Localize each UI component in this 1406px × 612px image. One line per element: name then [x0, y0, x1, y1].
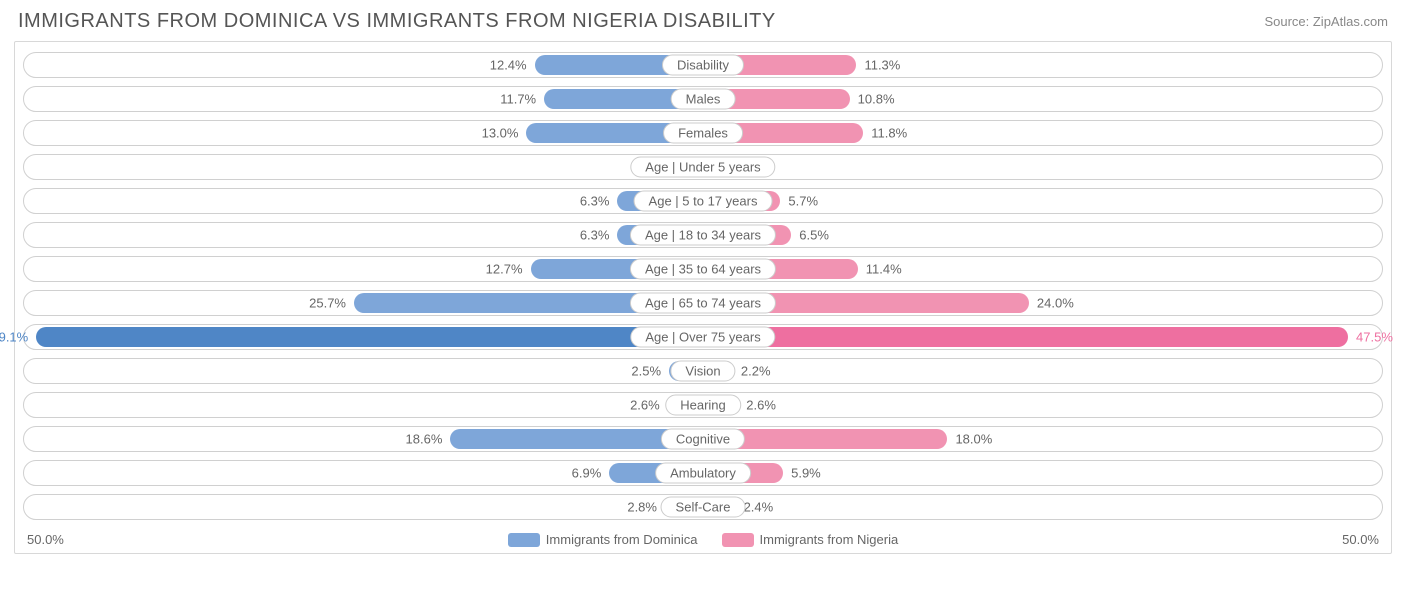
bar-row: 18.6% 18.0% Cognitive [23, 426, 1383, 452]
value-left: 12.4% [490, 58, 527, 73]
legend-item-left: Immigrants from Dominica [508, 532, 698, 547]
bar-row: 12.7% 11.4% Age | 35 to 64 years [23, 256, 1383, 282]
legend: Immigrants from Dominica Immigrants from… [508, 532, 898, 547]
legend-label-left: Immigrants from Dominica [546, 532, 698, 547]
value-left: 2.5% [631, 364, 661, 379]
bar-row: 6.3% 6.5% Age | 18 to 34 years [23, 222, 1383, 248]
bar-row: 6.9% 5.9% Ambulatory [23, 460, 1383, 486]
value-left: 18.6% [406, 432, 443, 447]
category-label: Age | 35 to 64 years [630, 259, 776, 280]
value-right: 2.2% [741, 364, 771, 379]
bar-left [36, 327, 703, 347]
bar-row: 2.5% 2.2% Vision [23, 358, 1383, 384]
rows-container: 12.4% 11.3% Disability 11.7% 10.8% Males 13.0%… [17, 52, 1389, 520]
bar-row: 2.6% 2.6% Hearing [23, 392, 1383, 418]
value-right: 11.8% [871, 126, 907, 141]
category-label: Self-Care [661, 497, 746, 518]
value-right: 5.7% [788, 194, 818, 209]
value-right: 11.3% [864, 58, 900, 73]
bar-row: 25.7% 24.0% Age | 65 to 74 years [23, 290, 1383, 316]
value-right: 2.4% [744, 500, 774, 515]
bar-row: 13.0% 11.8% Females [23, 120, 1383, 146]
bar-row: 1.4%1.2%Age | Under 5 years [23, 154, 1383, 180]
category-label: Vision [670, 361, 735, 382]
value-right: 11.4% [866, 262, 902, 277]
axis-left-label: 50.0% [27, 532, 64, 547]
bar-row: 12.4% 11.3% Disability [23, 52, 1383, 78]
header: IMMIGRANTS FROM DOMINICA VS IMMIGRANTS F… [0, 0, 1406, 41]
bar-row: 6.3% 5.7% Age | 5 to 17 years [23, 188, 1383, 214]
value-left: 6.3% [580, 194, 610, 209]
value-left: 25.7% [309, 296, 346, 311]
category-label: Age | 5 to 17 years [634, 191, 773, 212]
bar-row: 49.1%47.5%Age | Over 75 years [23, 324, 1383, 350]
source-label: Source: ZipAtlas.com [1264, 14, 1388, 29]
value-left: 6.9% [572, 466, 602, 481]
value-right: 10.8% [858, 92, 895, 107]
bar-right [703, 327, 1348, 347]
category-label: Age | 18 to 34 years [630, 225, 776, 246]
category-label: Ambulatory [655, 463, 751, 484]
value-right: 5.9% [791, 466, 821, 481]
category-label: Hearing [665, 395, 741, 416]
legend-label-right: Immigrants from Nigeria [760, 532, 899, 547]
value-right: 18.0% [955, 432, 992, 447]
value-left: 6.3% [580, 228, 610, 243]
value-left: 13.0% [482, 126, 519, 141]
chart-title: IMMIGRANTS FROM DOMINICA VS IMMIGRANTS F… [18, 10, 776, 33]
axis-right-label: 50.0% [1342, 532, 1379, 547]
value-right: 24.0% [1037, 296, 1074, 311]
value-left: 2.8% [627, 500, 657, 515]
value-left: 49.1% [0, 330, 28, 345]
category-label: Females [663, 123, 743, 144]
value-left: 11.7% [500, 92, 536, 107]
value-right: 47.5% [1356, 330, 1393, 345]
chart-area: 12.4% 11.3% Disability 11.7% 10.8% Males 13.0%… [14, 41, 1392, 554]
value-right: 6.5% [799, 228, 829, 243]
category-label: Disability [662, 55, 744, 76]
bar-row: 11.7% 10.8% Males [23, 86, 1383, 112]
legend-swatch-left [508, 533, 540, 547]
category-label: Age | Over 75 years [630, 327, 775, 348]
value-left: 2.6% [630, 398, 660, 413]
category-label: Males [671, 89, 736, 110]
bar-row: 2.8% 2.4%Self-Care [23, 494, 1383, 520]
category-label: Cognitive [661, 429, 745, 450]
value-right: 2.6% [746, 398, 776, 413]
legend-item-right: Immigrants from Nigeria [722, 532, 899, 547]
legend-swatch-right [722, 533, 754, 547]
category-label: Age | 65 to 74 years [630, 293, 776, 314]
category-label: Age | Under 5 years [630, 157, 775, 178]
value-left: 12.7% [486, 262, 523, 277]
axis-row: 50.0% Immigrants from Dominica Immigrant… [17, 528, 1389, 547]
